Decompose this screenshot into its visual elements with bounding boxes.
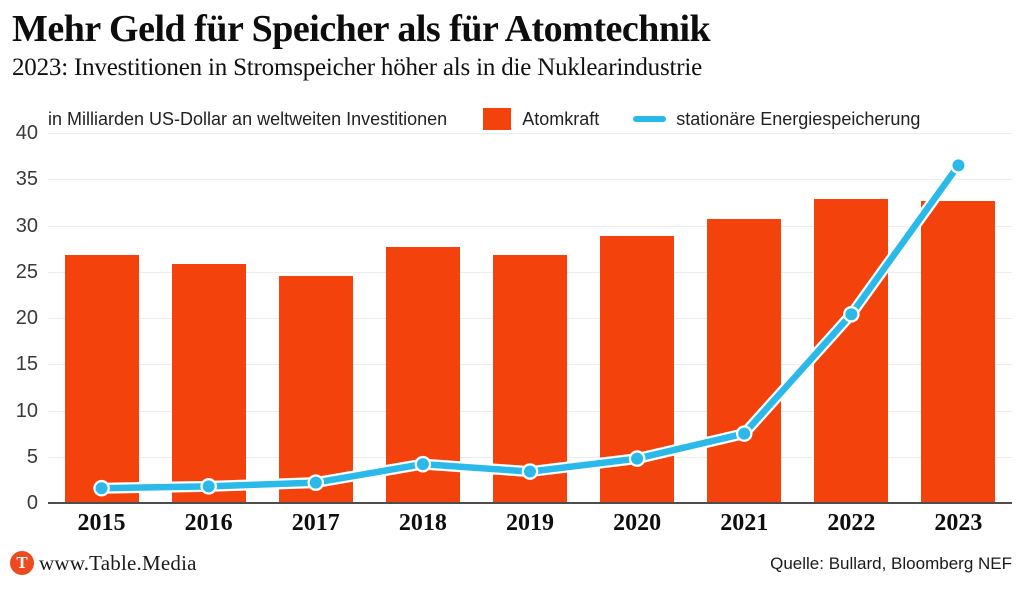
x-tick-label-2018: 2018 (398, 510, 447, 536)
line-point-2022 (845, 308, 858, 321)
y-tick-label-10: 10 (15, 399, 38, 422)
logo-letter: T (16, 553, 28, 572)
gridline-30 (48, 225, 1012, 227)
legend: in Milliarden US-Dollar an weltweiten In… (48, 105, 1012, 133)
header: Mehr Geld für Speicher als für Atomtechn… (12, 8, 1012, 82)
x-tick-label-2022: 2022 (827, 510, 876, 536)
x-tick-label-2016: 2016 (184, 510, 233, 536)
bar-2016 (171, 264, 246, 503)
line-point-2018 (416, 458, 429, 471)
brand: T www.Table.Media (10, 550, 197, 576)
site-url[interactable]: www.Table.Media (39, 550, 197, 575)
chart-plot-area (48, 133, 1012, 504)
bar-2023 (921, 201, 996, 503)
line-point-2019 (524, 465, 536, 478)
y-tick-label-5: 5 (26, 445, 38, 468)
line-swatch-icon (633, 116, 667, 122)
y-tick-label-15: 15 (15, 353, 38, 376)
y-tick-label-25: 25 (15, 260, 38, 283)
gridline-40 (48, 133, 1012, 134)
line-series-energiespeicherung (93, 157, 967, 497)
x-tick-label-2017: 2017 (291, 510, 340, 536)
y-tick-label-35: 35 (15, 168, 38, 191)
bar-2015 (64, 255, 139, 503)
legend-label-atomkraft: Atomkraft (522, 108, 600, 129)
x-tick-label-2023: 2023 (934, 510, 983, 536)
bar-2019 (493, 255, 567, 503)
bar-swatch-icon (483, 108, 512, 130)
line-point-2021 (738, 427, 751, 440)
y-tick-label-40: 40 (15, 122, 38, 144)
page-subtitle: 2023: Investitionen in Stromspeicher höh… (12, 53, 703, 81)
table-media-logo-icon: T (10, 551, 34, 575)
bar-2022 (814, 198, 889, 503)
line-point-2023 (952, 159, 965, 172)
line-point-2016 (202, 480, 215, 493)
y-tick-label-0: 0 (26, 492, 38, 514)
x-tick-label-2020: 2020 (613, 510, 662, 536)
axis-unit-label: in Milliarden US-Dollar an weltweiten In… (48, 108, 448, 129)
source-credit: Quelle: Bullard, Bloomberg NEF (770, 554, 1012, 573)
x-axis-line (48, 502, 1012, 504)
legend-item-energiespeicherung: stationäre Energiespeicherung (633, 109, 920, 130)
bar-2021 (707, 219, 782, 503)
legend-item-atomkraft: Atomkraft (483, 108, 599, 130)
y-tick-label-20: 20 (15, 307, 38, 329)
x-tick-label-2019: 2019 (505, 510, 554, 536)
x-tick-label-2021: 2021 (720, 510, 769, 536)
page-title: Mehr Geld für Speicher als für Atomtechn… (12, 8, 711, 50)
y-tick-label-30: 30 (15, 214, 38, 237)
line-point-2017 (309, 476, 322, 489)
line-point-2015 (95, 482, 108, 495)
bar-2017 (278, 276, 353, 503)
gridline-35 (48, 179, 1012, 181)
line-point-2020 (631, 452, 644, 465)
legend-label-energiespeicherung: stationäre Energiespeicherung (676, 108, 921, 129)
x-tick-label-2015: 2015 (77, 510, 126, 536)
